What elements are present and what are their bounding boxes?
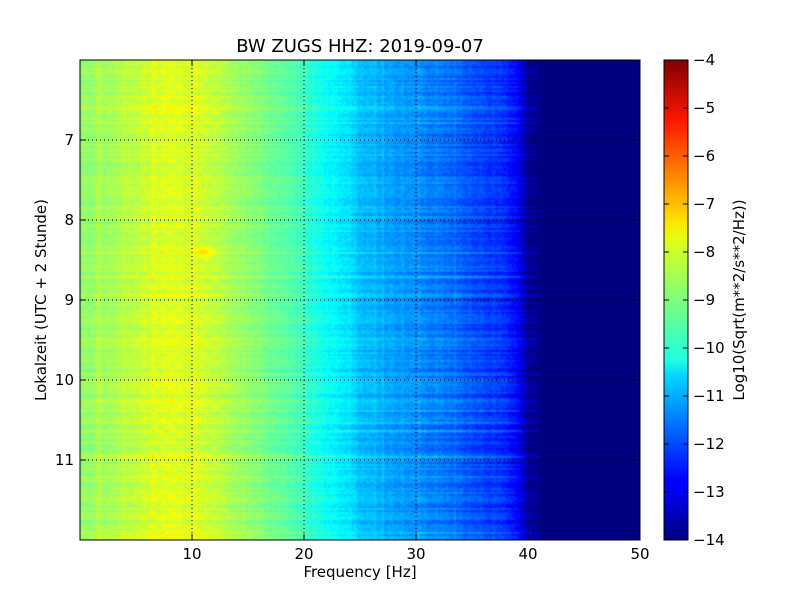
- x-tick-label: 30: [406, 545, 425, 563]
- colorbar: −4 −5 −6 −7 −8 −9 −10 −11 −12 −13 −14 Log10(Sqrt(m…: [663, 51, 748, 549]
- colorbar-tick-label: −6: [693, 147, 715, 165]
- colorbar-tick-label: −7: [693, 195, 715, 213]
- spectrogram-plot-area: [79, 59, 641, 541]
- x-tick-label: 50: [630, 545, 649, 563]
- x-tick-label: 20: [294, 545, 313, 563]
- colorbar-tick-label: −12: [693, 435, 725, 453]
- y-axis-label: Lokalzeit (UTC + 2 Stunde): [32, 199, 50, 401]
- colorbar-tick-label: −10: [693, 339, 725, 357]
- y-tick-label: 8: [64, 211, 74, 229]
- x-axis-label: Frequency [Hz]: [303, 563, 416, 581]
- colorbar-tick-label: −14: [693, 531, 725, 549]
- y-tick-label: 9: [64, 291, 74, 309]
- y-tick-label: 7: [64, 131, 74, 149]
- colorbar-tick-label: −5: [693, 99, 715, 117]
- colorbar-tick-label: −9: [693, 291, 715, 309]
- y-tick-label: 10: [55, 371, 74, 389]
- x-tick-label: 10: [182, 545, 201, 563]
- y-tick-label: 11: [55, 451, 74, 469]
- x-tick-label: 40: [518, 545, 537, 563]
- grid-lines: [80, 60, 640, 540]
- colorbar-tick-label: −4: [693, 51, 715, 69]
- colorbar-label: Log10(Sqrt(m**2/s**2/Hz)): [730, 199, 748, 400]
- colorbar-ticks: −4 −5 −6 −7 −8 −9 −10 −11 −12 −13 −14: [664, 51, 725, 549]
- colorbar-tick-label: −11: [693, 387, 725, 405]
- colorbar-tick-label: −13: [693, 483, 725, 501]
- chart-title: BW ZUGS HHZ: 2019-09-07: [236, 36, 484, 57]
- x-axis-ticks: 10 20 30 40 50: [182, 60, 650, 563]
- colorbar-tick-label: −8: [693, 243, 715, 261]
- y-axis-ticks: 7 8 9 10 11: [55, 131, 640, 469]
